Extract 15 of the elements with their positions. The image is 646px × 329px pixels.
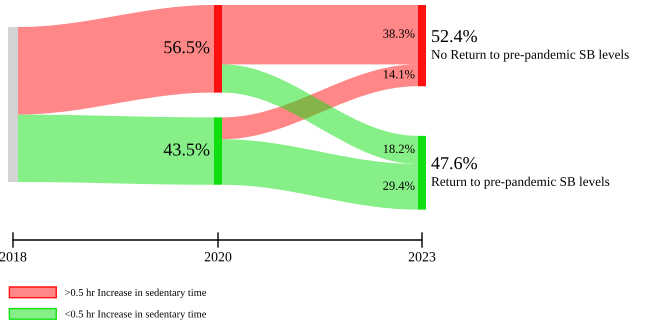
data-label: 47.6% [431,157,478,170]
category-label: 2023 [408,252,436,262]
data-label: 18.2% [384,144,415,154]
category-label: 2020 [204,252,232,262]
category-label: 2018 [0,252,26,262]
data-label: 14.1% [384,70,415,78]
data-label: 29.4% [383,182,415,190]
data-label: 38.3% [383,29,415,38]
text: Return to pre-pandemic SB levels [431,176,610,189]
data-label: 52.4% [432,30,478,42]
legend-label: >0.5 hr Increase in sedentary time [65,288,206,298]
data-label: 56.5% [164,41,210,54]
legend-label: <0.5 hr Increase in sedentary time [65,310,206,320]
data-label: 43.5% [164,143,210,156]
text: No Return to pre-pandemic SB levels [431,50,629,62]
